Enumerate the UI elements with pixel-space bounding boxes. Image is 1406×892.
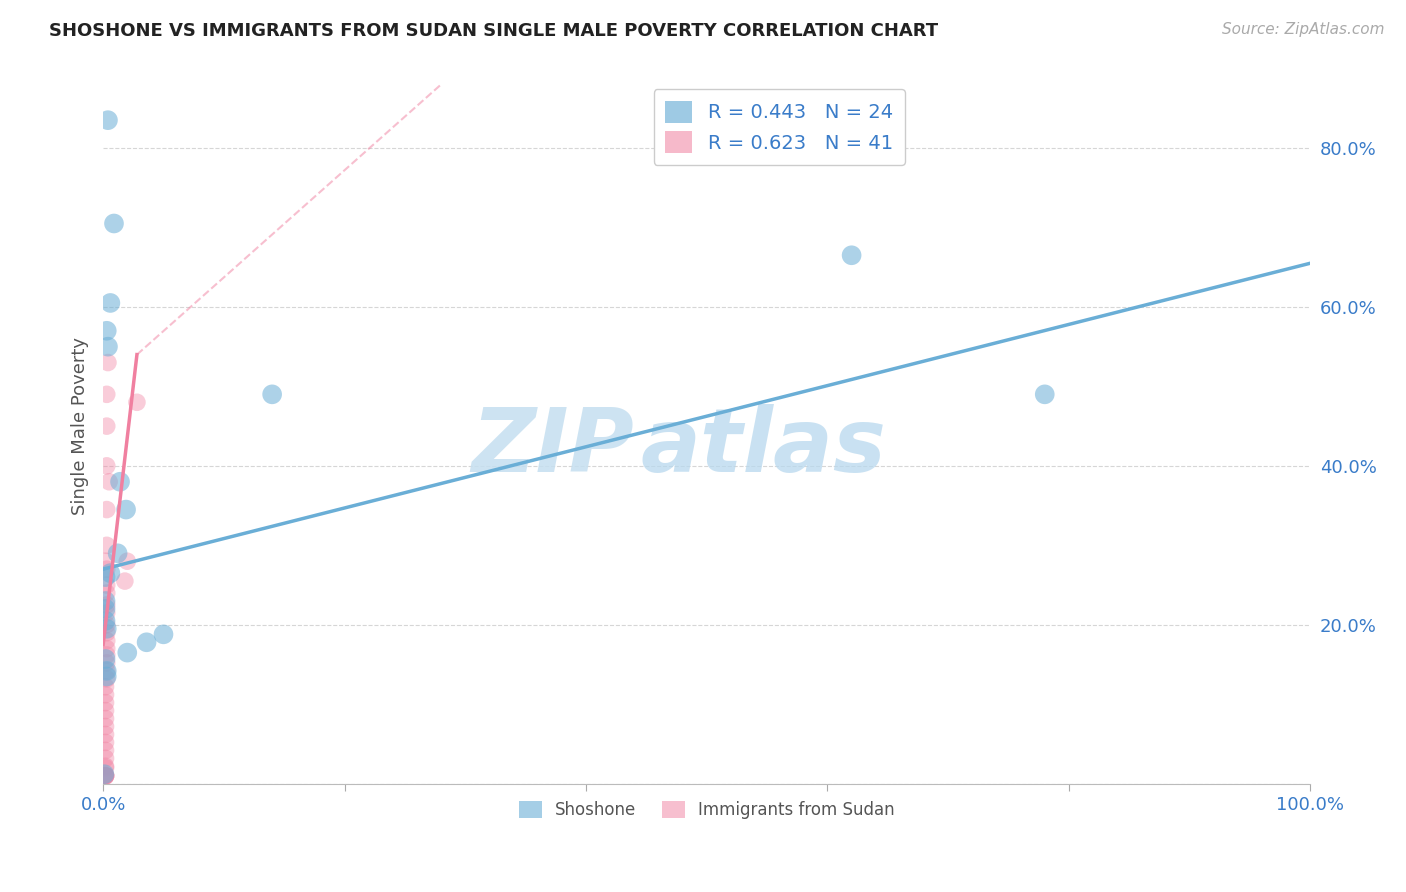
Point <box>94 769 117 783</box>
Point <box>94 727 117 741</box>
Point <box>96 562 118 576</box>
Point <box>117 554 139 568</box>
Legend: Shoshone, Immigrants from Sudan: Shoshone, Immigrants from Sudan <box>512 794 901 825</box>
Point <box>97 340 120 354</box>
Point <box>96 324 118 338</box>
Point <box>94 704 117 718</box>
Point <box>152 627 174 641</box>
Point <box>117 646 139 660</box>
Point <box>96 502 118 516</box>
Y-axis label: Single Male Poverty: Single Male Poverty <box>72 337 89 515</box>
Point <box>841 248 863 262</box>
Point <box>96 669 118 683</box>
Point <box>96 617 118 632</box>
Point <box>94 769 117 783</box>
Point <box>108 475 131 489</box>
Point <box>94 759 117 773</box>
Point <box>107 546 129 560</box>
Point <box>96 606 118 620</box>
Point <box>94 743 117 757</box>
Point <box>96 538 118 552</box>
Point <box>94 602 117 616</box>
Point <box>94 652 117 666</box>
Point <box>94 761 117 775</box>
Point <box>125 395 148 409</box>
Point <box>94 769 117 783</box>
Point <box>1033 387 1056 401</box>
Point <box>96 622 118 636</box>
Point <box>94 554 117 568</box>
Text: SHOSHONE VS IMMIGRANTS FROM SUDAN SINGLE MALE POVERTY CORRELATION CHART: SHOSHONE VS IMMIGRANTS FROM SUDAN SINGLE… <box>49 22 938 40</box>
Point <box>100 566 122 581</box>
Point <box>96 664 118 678</box>
Point <box>94 696 117 710</box>
Text: ZIP: ZIP <box>471 404 634 491</box>
Point <box>114 574 136 588</box>
Point <box>96 641 118 656</box>
Text: Source: ZipAtlas.com: Source: ZipAtlas.com <box>1222 22 1385 37</box>
Point <box>96 664 118 678</box>
Point <box>97 355 120 369</box>
Point <box>96 648 118 662</box>
Point <box>96 598 118 612</box>
Point <box>94 594 117 608</box>
Point <box>103 217 125 231</box>
Point <box>96 656 118 670</box>
Text: atlas: atlas <box>640 404 886 491</box>
Point <box>98 475 121 489</box>
Point <box>96 625 118 640</box>
Point <box>115 502 138 516</box>
Point <box>262 387 284 401</box>
Point <box>94 712 117 726</box>
Point <box>96 586 118 600</box>
Point <box>94 769 117 783</box>
Point <box>94 735 117 749</box>
Point <box>96 578 118 592</box>
Point <box>94 751 117 765</box>
Point <box>94 769 117 783</box>
Point <box>94 570 117 584</box>
Point <box>96 672 118 686</box>
Point <box>94 680 117 694</box>
Point <box>97 113 120 128</box>
Point <box>96 633 118 648</box>
Point <box>96 458 118 473</box>
Point <box>94 719 117 733</box>
Point <box>94 688 117 702</box>
Point <box>135 635 157 649</box>
Point <box>96 419 118 434</box>
Point <box>94 614 117 628</box>
Point <box>100 296 122 310</box>
Point <box>96 387 118 401</box>
Point <box>93 767 115 781</box>
